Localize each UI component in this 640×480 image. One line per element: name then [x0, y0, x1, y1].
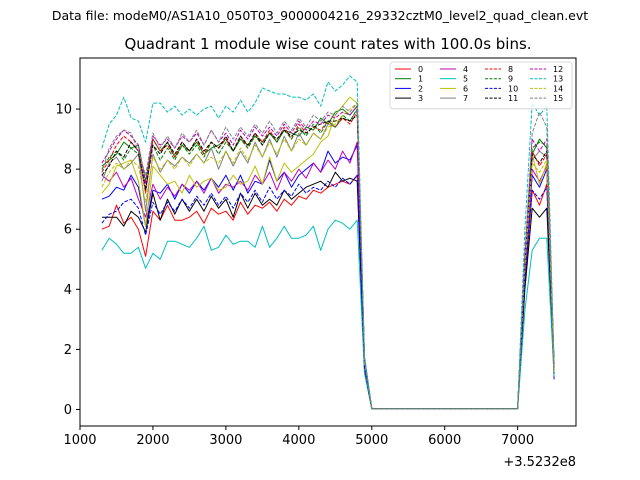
y-tick-label: 2	[64, 343, 72, 358]
plot-area	[79, 57, 577, 427]
x-tick-label: 1000	[63, 433, 96, 448]
legend-label-7: 7	[463, 94, 468, 103]
chart-title: Quadrant 1 module wise count rates with …	[124, 35, 531, 53]
series-layer	[101, 75, 555, 410]
legend-label-15: 15	[553, 94, 563, 103]
x-tick-label: 2000	[136, 433, 169, 448]
y-tick-label: 0	[64, 403, 72, 418]
x-tick-label: 6000	[428, 433, 461, 448]
legend-label-2: 2	[418, 84, 423, 93]
legend-label-9: 9	[508, 75, 513, 84]
series-line-13	[101, 75, 555, 410]
legend-box	[389, 61, 573, 110]
legend-label-12: 12	[553, 65, 563, 74]
legend-label-5: 5	[463, 75, 468, 84]
y-tick-label: 10	[55, 103, 72, 118]
suptitle: Data file: modeM0/AS1A10_050T03_90000042…	[52, 8, 588, 23]
legend-label-13: 13	[553, 75, 563, 84]
x-tick-label: 4000	[282, 433, 315, 448]
legend-label-11: 11	[508, 94, 518, 103]
x-axis: 1000 2000 3000 4000 5000 6000 7000	[63, 426, 534, 448]
legend-label-6: 6	[463, 84, 468, 93]
legend-label-0: 0	[418, 65, 423, 74]
x-tick-label: 5000	[355, 433, 388, 448]
legend-label-4: 4	[463, 65, 468, 74]
y-tick-label: 4	[64, 283, 72, 298]
legend-label-14: 14	[553, 84, 563, 93]
x-tick-label: 7000	[501, 433, 534, 448]
x-tick-label: 3000	[209, 433, 242, 448]
axes-frame	[79, 57, 577, 427]
series-line-15	[101, 102, 555, 410]
legend-label-8: 8	[508, 65, 513, 74]
y-axis: 0 2 4 6 8 10	[55, 103, 80, 418]
legend-label-3: 3	[418, 94, 423, 103]
axes-background	[80, 58, 576, 426]
y-tick-label: 8	[64, 163, 72, 178]
x-offset-label: +3.5232e8	[503, 455, 576, 470]
series-line-11	[101, 114, 555, 410]
y-tick-label: 6	[64, 223, 72, 238]
legend-label-1: 1	[418, 75, 423, 84]
legend-label-10: 10	[508, 84, 518, 93]
